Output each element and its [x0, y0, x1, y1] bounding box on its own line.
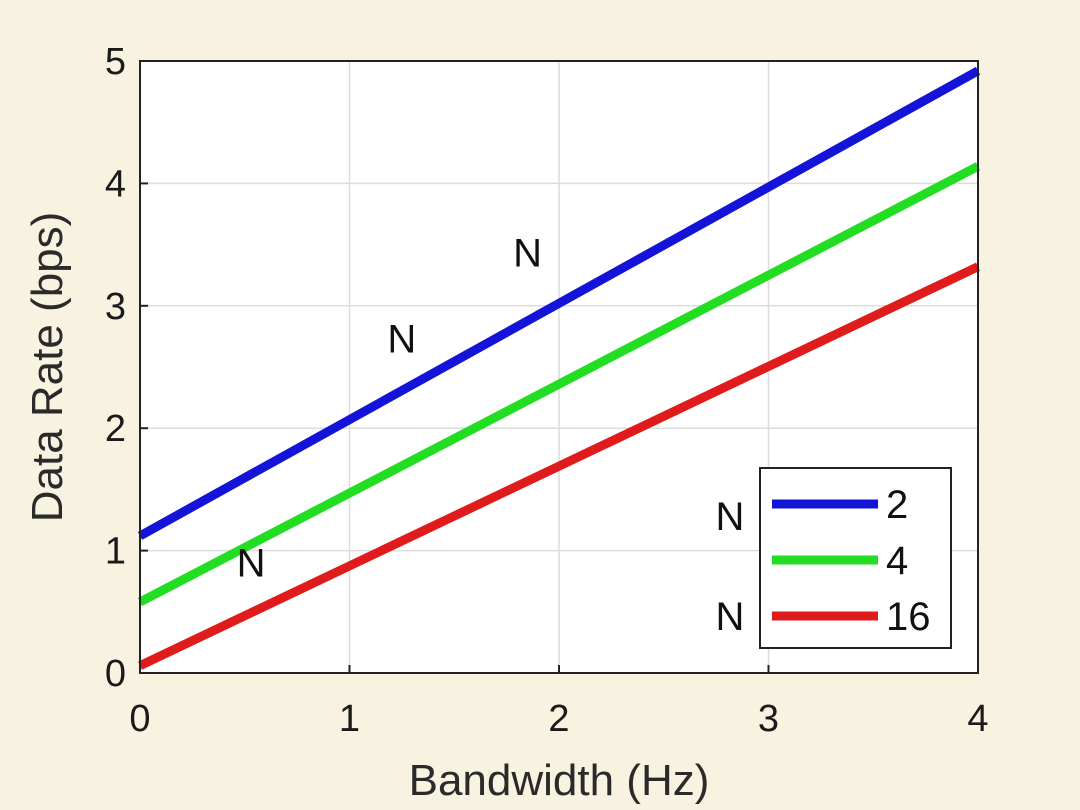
legend-entry-label: 16	[886, 595, 931, 639]
annotation-label: N	[513, 232, 542, 276]
legend-entry-label: 4	[886, 539, 908, 583]
annotation-label: N	[387, 317, 416, 361]
x-tick-label: 3	[758, 698, 779, 740]
legend: 2 N 4 16 N	[716, 467, 952, 649]
y-tick-label: 5	[105, 41, 126, 83]
x-tick-label: 0	[129, 698, 150, 740]
x-tick-label: 2	[548, 698, 569, 740]
series-lines	[137, 66, 981, 670]
x-tick-label: 1	[339, 698, 360, 740]
y-tick-label: 3	[105, 286, 126, 328]
y-tick-label: 0	[105, 653, 126, 695]
series-line-2	[137, 66, 981, 540]
legend-prefix-label: N	[716, 495, 745, 539]
y-tick-label: 4	[105, 163, 126, 205]
y-axis-label: Data Rate (bps)	[23, 212, 72, 523]
y-tick-label: 1	[105, 531, 126, 573]
annotation-label: N	[237, 541, 266, 585]
axis-ticks: 0 1 2 3 4 0 1 2 3 4 5	[105, 41, 989, 740]
x-axis-label: Bandwidth (Hz)	[409, 756, 710, 805]
annotations: N N N	[237, 232, 542, 586]
y-tick-label: 2	[105, 408, 126, 450]
legend-entry-label: 2	[886, 483, 908, 527]
series-line-4	[137, 162, 981, 607]
legend-prefix-label: N	[716, 595, 745, 639]
series-line-16	[138, 262, 980, 670]
x-tick-label: 4	[967, 698, 988, 740]
